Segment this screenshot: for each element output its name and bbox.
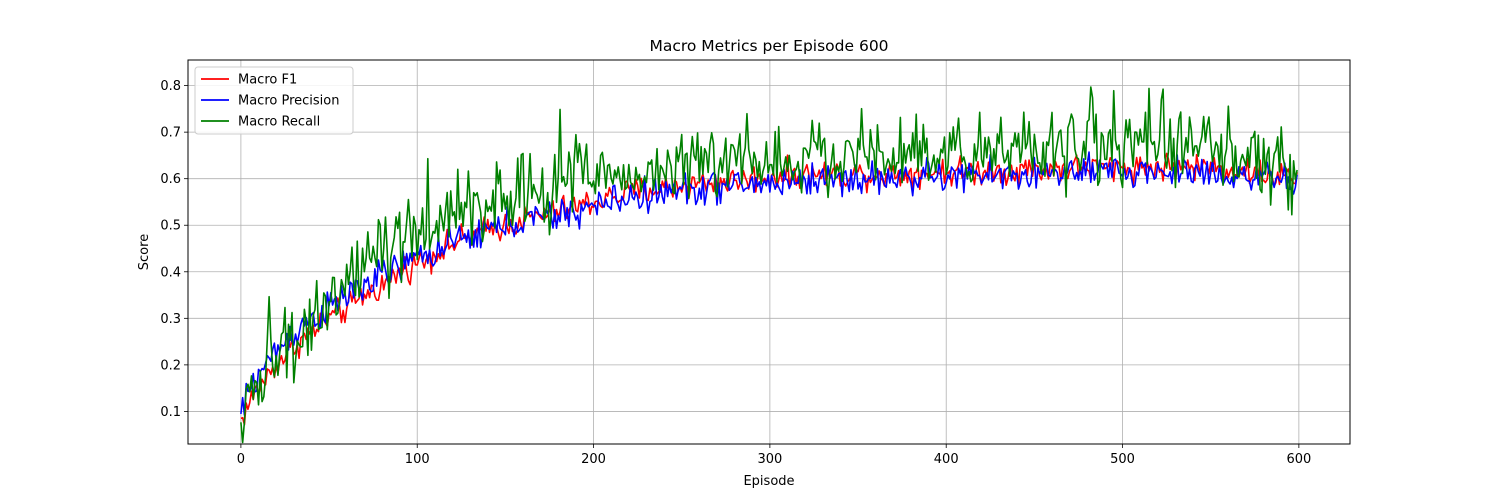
series-line-macro-recall bbox=[240, 86, 1298, 444]
x-axis-ticks: 0 100 200 300 400 500 600 bbox=[237, 444, 1311, 467]
x-tick-label: 200 bbox=[581, 452, 606, 467]
y-axis-label: Score bbox=[137, 234, 152, 270]
legend-label: Macro Precision bbox=[238, 94, 339, 109]
x-tick-label: 300 bbox=[757, 452, 782, 467]
x-tick-label: 0 bbox=[237, 452, 245, 467]
x-tick-label: 500 bbox=[1110, 452, 1135, 467]
series-lines bbox=[240, 86, 1298, 444]
y-tick-label: 0.3 bbox=[160, 312, 181, 327]
y-tick-label: 0.6 bbox=[160, 172, 181, 187]
legend-label: Macro F1 bbox=[238, 73, 297, 88]
y-tick-label: 0.1 bbox=[160, 405, 181, 420]
legend-label: Macro Recall bbox=[238, 115, 320, 130]
chart-title: Macro Metrics per Episode 600 bbox=[649, 37, 888, 55]
y-tick-label: 0.2 bbox=[160, 358, 181, 373]
x-tick-label: 400 bbox=[934, 452, 959, 467]
plot-frame bbox=[187, 59, 1351, 445]
y-axis-ticks: 0.1 0.2 0.3 0.4 0.5 0.6 0.7 0.8 bbox=[160, 79, 188, 420]
legend-box bbox=[194, 66, 354, 135]
y-tick-label: 0.5 bbox=[160, 219, 181, 234]
x-tick-label: 100 bbox=[405, 452, 430, 467]
y-tick-label: 0.7 bbox=[160, 126, 181, 141]
x-axis-label: Episode bbox=[743, 474, 794, 489]
y-tick-label: 0.4 bbox=[160, 265, 181, 280]
grid-lines bbox=[188, 60, 1350, 444]
legend: Macro F1 Macro Precision Macro Recall bbox=[194, 66, 354, 135]
x-tick-label: 600 bbox=[1286, 452, 1311, 467]
y-tick-label: 0.8 bbox=[160, 79, 181, 94]
